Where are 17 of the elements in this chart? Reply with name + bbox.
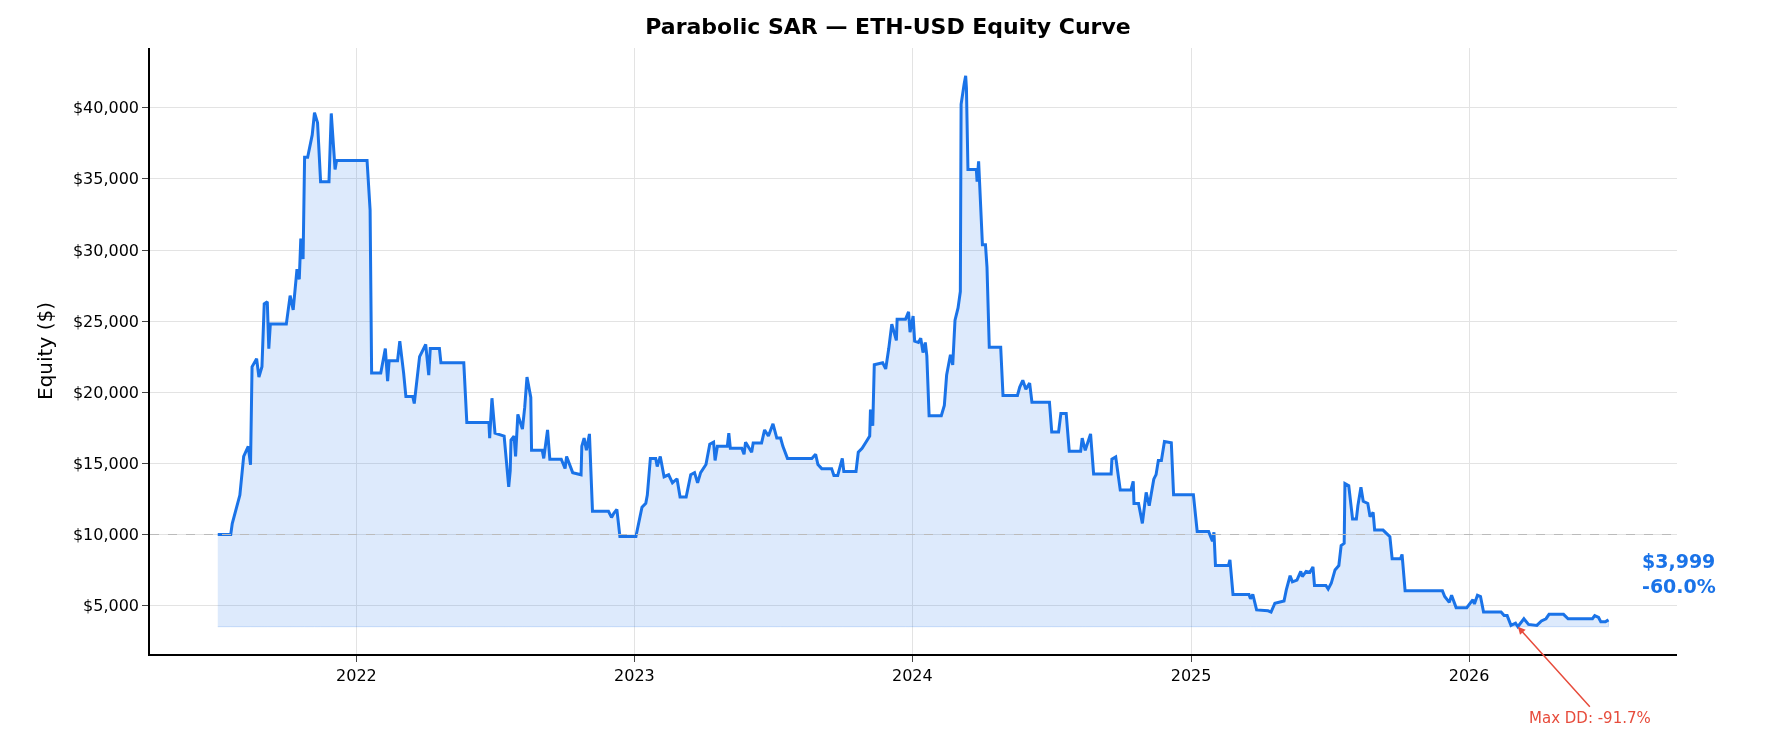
x-tick-label: 2025 bbox=[1170, 665, 1212, 685]
y-tick-label: $35,000 bbox=[72, 169, 140, 189]
y-tick-label: $40,000 bbox=[72, 98, 140, 118]
y-tick-label: $30,000 bbox=[72, 240, 140, 260]
y-tick-label: $5,000 bbox=[83, 596, 140, 616]
y-tick-label: $15,000 bbox=[72, 453, 140, 473]
annotation: Max DD: -91.7% bbox=[1529, 709, 1651, 727]
annotation: $3,999 -60.0% bbox=[1642, 550, 1716, 597]
y-tick-label: $20,000 bbox=[72, 382, 140, 402]
x-tick-label: 2022 bbox=[336, 665, 377, 685]
y-tick-label: $25,000 bbox=[72, 311, 140, 331]
x-tick-label: 2026 bbox=[1448, 665, 1490, 685]
x-tick-label: 2024 bbox=[892, 665, 933, 685]
x-tick-label: 2023 bbox=[614, 665, 655, 685]
chart-title: Parabolic SAR — ETH-USD Equity Curve bbox=[645, 13, 1131, 39]
y-tick-label: $10,000 bbox=[72, 525, 140, 545]
y-axis-title: Equity ($) bbox=[32, 302, 57, 400]
